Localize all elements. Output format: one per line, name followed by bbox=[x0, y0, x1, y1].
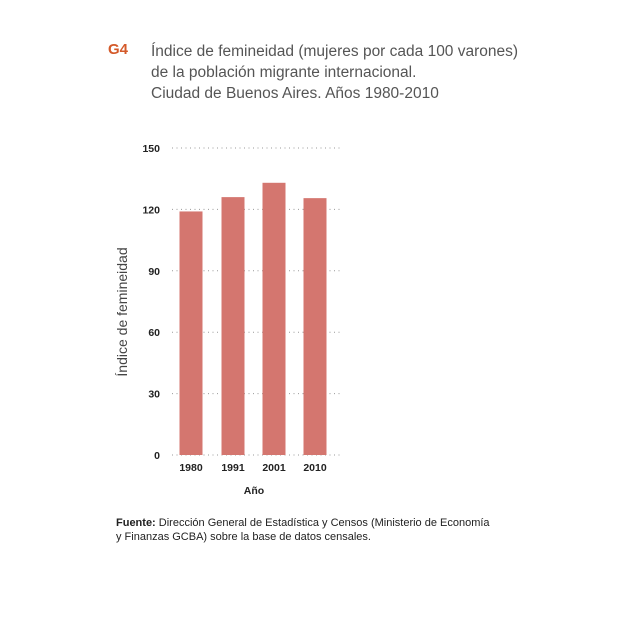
x-tick-label: 2010 bbox=[303, 462, 327, 474]
y-tick-label: 0 bbox=[154, 450, 160, 462]
y-tick-label: 60 bbox=[148, 327, 160, 339]
title-line-3: Ciudad de Buenos Aires. Años 1980-2010 bbox=[151, 85, 439, 102]
bar bbox=[179, 211, 203, 455]
bar bbox=[303, 198, 327, 456]
x-tick-label: 1980 bbox=[179, 462, 203, 474]
x-axis-label: Año bbox=[244, 485, 264, 497]
y-tick-label: 120 bbox=[142, 204, 160, 216]
x-tick-label: 1991 bbox=[221, 462, 245, 474]
y-tick-label: 150 bbox=[142, 143, 160, 155]
bar bbox=[221, 197, 245, 455]
chart-title: Índice de femineidad (mujeres por cada 1… bbox=[151, 41, 518, 104]
bar bbox=[262, 182, 286, 455]
figure-id: G4 bbox=[108, 41, 129, 58]
title-line-1: Índice de femineidad (mujeres por cada 1… bbox=[151, 43, 519, 60]
source-line-2: y Finanzas GCBA) sobre la base de datos … bbox=[116, 531, 371, 543]
y-axis-label: Índice de femineidad bbox=[114, 247, 130, 376]
title-line-2: de la población migrante internacional. bbox=[151, 64, 417, 81]
source-label: Fuente: bbox=[116, 517, 156, 529]
y-tick-label: 90 bbox=[148, 266, 160, 278]
x-tick-label: 2001 bbox=[262, 462, 286, 474]
y-tick-label: 30 bbox=[148, 389, 160, 401]
source-note: Fuente: Dirección General de Estadística… bbox=[116, 516, 490, 544]
source-line-1: Fuente: Dirección General de Estadística… bbox=[116, 516, 490, 530]
source-text-1: Dirección General de Estadística y Censo… bbox=[158, 517, 490, 529]
